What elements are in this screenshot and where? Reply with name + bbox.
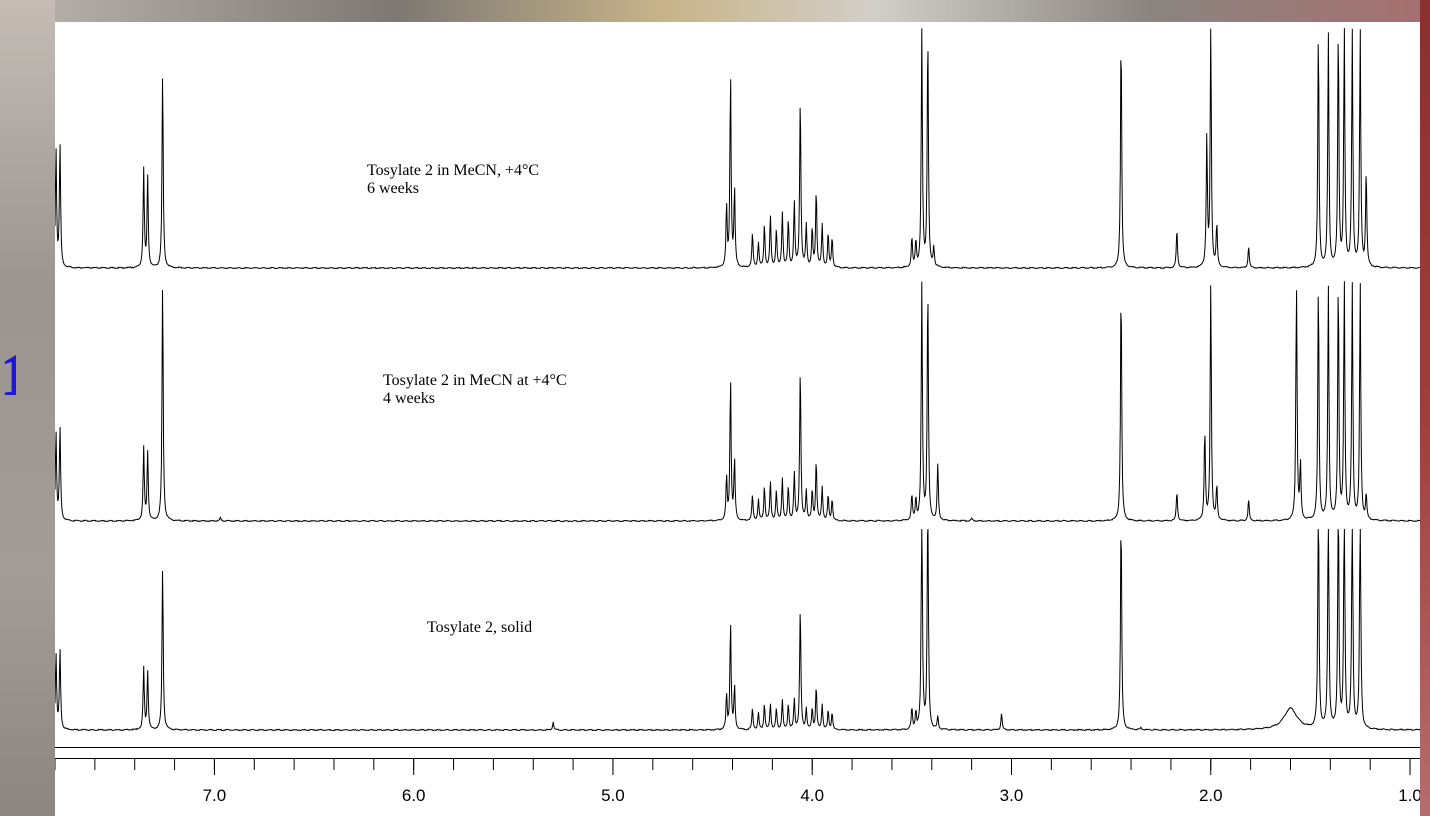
axis-tick-label-1.0: 1.0 [1398,786,1420,805]
background-top-strip [55,0,1420,22]
spectrum-label-top-line2: 6 weeks [367,180,419,197]
spectrum-trace-1 [55,28,1420,270]
axis-tick-label-6.0: 6.0 [402,786,426,805]
background-left-strip [0,0,55,816]
axis-tick-label-3.0: 3.0 [1000,786,1024,805]
spectrum-trace-2 [55,281,1420,523]
axis-tick-label-2.0: 2.0 [1199,786,1223,805]
background-right-strip [1420,0,1430,816]
spectrum-label-middle-line2: 4 weeks [383,390,435,407]
spectrum-label-middle-line1: Tosylate 2 in MeCN at +4°C [383,372,567,389]
spectrum-label-top: Tosylate 2 in MeCN, +4°C 6 weeks [367,162,539,198]
axis-tick-label-5.0: 5.0 [601,786,625,805]
nmr-spectrum-panel: 7.0 6.0 5.0 4.0 3.0 2.0 1.0 Tosylate 2 in MeCN… [55,22,1420,816]
axis-tick-label-7.0: 7.0 [203,786,227,805]
ppm-axis: 7.0 6.0 5.0 4.0 3.0 2.0 1.0 [55,747,1420,805]
spectrum-traces [55,28,1420,732]
slide-edge-letter-fragment: 1 [0,345,16,408]
spectrum-label-top-line1: Tosylate 2 in MeCN, +4°C [367,162,540,179]
nmr-spectrum-chart: 7.0 6.0 5.0 4.0 3.0 2.0 1.0 [55,28,1420,805]
spectrum-label-middle: Tosylate 2 in MeCN at +4°C 4 weeks [383,372,567,408]
axis-tick-label-4.0: 4.0 [800,786,824,805]
spectrum-trace-3 [55,528,1420,732]
spectrum-label-bottom: Tosylate 2, solid [427,299,532,636]
spectrum-label-bottom-line1: Tosylate 2, solid [427,619,533,636]
